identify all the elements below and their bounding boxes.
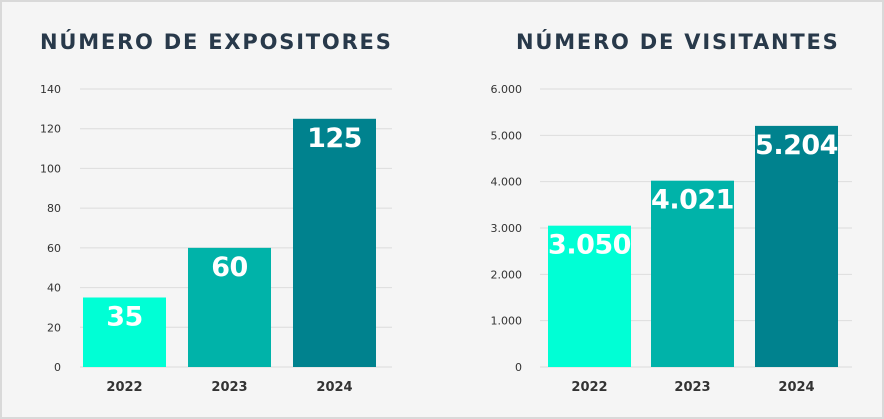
y-tick-label: 1.000 xyxy=(491,315,523,328)
y-tick-label: 120 xyxy=(40,123,61,136)
data-label: 5.204 xyxy=(755,130,838,161)
y-tick-label: 140 xyxy=(40,83,61,96)
data-label: 125 xyxy=(307,123,362,154)
visitantes-chart: NÚMERO DE VISITANTES 0 1.000 2.000 3.000 4.0… xyxy=(491,29,852,395)
y-tick-label: 80 xyxy=(47,202,61,215)
y-tick-label: 20 xyxy=(47,321,61,334)
x-tick-label: 2024 xyxy=(316,380,352,395)
chart-title: NÚMERO DE EXPOSITORES xyxy=(40,29,393,54)
y-tick-label: 40 xyxy=(47,282,61,295)
x-tick-label: 2023 xyxy=(674,380,710,395)
chart-title: NÚMERO DE VISITANTES xyxy=(516,29,840,54)
bar-2023 xyxy=(651,180,734,367)
y-tick-label: 2.000 xyxy=(491,268,523,281)
y-tick-label: 0 xyxy=(54,361,61,374)
bar-2024 xyxy=(755,125,838,367)
x-tick-label: 2024 xyxy=(778,380,814,395)
bar-2022 xyxy=(83,297,166,367)
y-tick-label: 6.000 xyxy=(491,83,523,96)
y-tick-label: 0 xyxy=(515,361,522,374)
bar-2024 xyxy=(293,118,376,368)
data-label: 3.050 xyxy=(548,230,631,261)
y-tick-label: 100 xyxy=(40,162,61,175)
bar-2023 xyxy=(188,247,271,367)
y-tick-label: 60 xyxy=(47,242,61,255)
x-tick-label: 2022 xyxy=(106,380,142,395)
x-tick-label: 2022 xyxy=(571,380,607,395)
y-tick-label: 3.000 xyxy=(491,222,523,235)
bar-2022 xyxy=(548,225,631,367)
y-tick-label: 5.000 xyxy=(491,129,523,142)
data-label: 4.021 xyxy=(651,185,734,216)
expositores-chart: NÚMERO DE EXPOSITORES 0 20 40 60 80 100 120 140… xyxy=(40,29,393,395)
data-label: 35 xyxy=(106,302,143,333)
y-tick-label: 4.000 xyxy=(491,176,523,189)
data-label: 60 xyxy=(211,252,248,283)
x-tick-label: 2023 xyxy=(211,380,247,395)
